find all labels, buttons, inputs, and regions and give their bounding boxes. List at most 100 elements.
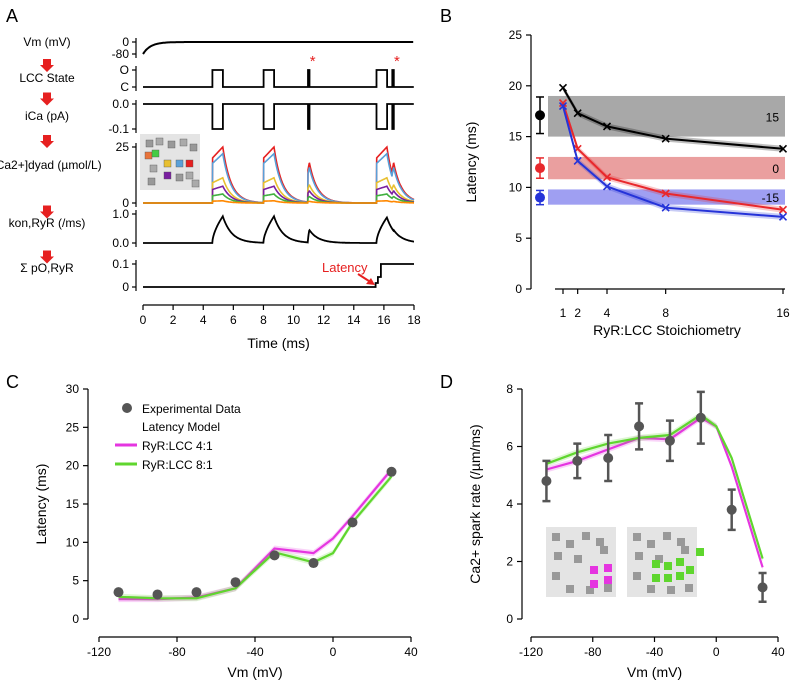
panel-label-b: B xyxy=(440,6,452,26)
series-marker-0 xyxy=(602,173,612,182)
exp-point xyxy=(308,558,319,569)
y-tick-label: 0 xyxy=(506,612,513,626)
x-tick-label: -80 xyxy=(584,645,602,659)
y-tick-label: 5 xyxy=(72,574,79,588)
exp-point xyxy=(695,412,706,423)
row-tick-label: 0.0 xyxy=(112,97,129,111)
exp-point xyxy=(757,582,768,593)
x-tick-label-a: 10 xyxy=(287,313,301,327)
cascade-label: kon,RyR (/ms) xyxy=(9,216,86,230)
cluster-square-active xyxy=(590,580,598,588)
cluster-square-active xyxy=(696,548,704,556)
x-tick-label: 0 xyxy=(330,645,337,659)
x-tick-label: 0 xyxy=(713,645,720,659)
panel-b: 0 5 10 15 20 25 1 2 4 8 16 RyR:LCC Stoichiometry Lat… xyxy=(463,28,790,338)
y-tick-label: 8 xyxy=(506,382,513,396)
ryr-square xyxy=(191,179,200,188)
y-tick-label: 6 xyxy=(506,440,513,454)
ryr-square xyxy=(163,171,172,180)
series-marker-15 xyxy=(602,122,612,131)
row-tick-label: C xyxy=(120,80,129,94)
series-marker--15 xyxy=(602,182,612,191)
y-tick-label: 0 xyxy=(72,612,79,626)
x-tick-label-a: 12 xyxy=(317,313,331,327)
panel-d: 0 2 4 6 8 -120 -80 -40 0 40 Vm (mV) Ca2+ spark rate… xyxy=(467,382,785,680)
x-tick-label: 40 xyxy=(771,645,785,659)
ryr-square xyxy=(145,139,154,148)
cascade-label: LCC State xyxy=(19,71,75,85)
row-tick-label: 0 xyxy=(122,35,129,49)
cluster-square-active xyxy=(652,574,660,582)
band-15 xyxy=(548,95,785,137)
ryr-square xyxy=(185,159,194,168)
x-tick-label-a: 2 xyxy=(170,313,177,327)
legend-text: RyR:LCC 4:1 xyxy=(142,439,213,453)
row-tick-label: 0 xyxy=(122,196,129,210)
y-tick-label-b: 15 xyxy=(509,130,523,144)
series-marker--15 xyxy=(573,156,582,166)
cluster-square xyxy=(633,533,641,541)
y-tick-label: 15 xyxy=(66,497,80,511)
x-tick-label-b: 2 xyxy=(574,306,581,320)
series-marker--15 xyxy=(558,102,568,111)
row-tick-label: -80 xyxy=(112,47,130,61)
exp-point xyxy=(152,589,163,600)
cluster-square-active xyxy=(686,566,694,574)
ryr-square xyxy=(179,138,188,147)
cascade-arrow xyxy=(40,135,54,148)
x-axis-label-b: RyR:LCC Stoichiometry xyxy=(593,322,741,338)
y-tick-label-b: 5 xyxy=(515,231,522,245)
cluster-square xyxy=(552,572,560,580)
ryr-square xyxy=(163,159,172,168)
series-shade xyxy=(546,414,763,571)
exp-point xyxy=(113,587,124,598)
cascade-label: Vm (mV) xyxy=(23,35,70,49)
exp-point xyxy=(572,455,583,466)
x-tick-label: -40 xyxy=(646,645,664,659)
y-tick-label: 4 xyxy=(506,497,513,511)
x-tick-label-a: 6 xyxy=(230,313,237,327)
cluster-square xyxy=(663,532,671,540)
x-tick-label-b: 16 xyxy=(776,306,790,320)
cluster-square-active xyxy=(604,564,612,572)
cluster-square xyxy=(635,552,643,560)
exp-point xyxy=(269,550,280,561)
cluster-square xyxy=(600,546,608,554)
y-tick-label: 25 xyxy=(66,420,80,434)
ryr-square xyxy=(155,137,164,146)
cluster-square xyxy=(574,555,582,563)
x-tick-label-a: 18 xyxy=(407,313,421,327)
series-marker-0 xyxy=(558,99,568,108)
cascade-arrow xyxy=(40,59,54,72)
band-label-15: 15 xyxy=(766,110,780,124)
y-tick-label: 2 xyxy=(506,555,513,569)
ica-trace xyxy=(143,103,414,130)
exp-point xyxy=(664,435,675,446)
cluster-square-active xyxy=(676,558,684,566)
series-marker-0 xyxy=(661,189,670,198)
exp-point xyxy=(347,517,358,528)
x-tick-label: 40 xyxy=(404,645,418,659)
ryr-square xyxy=(144,151,153,160)
panel-label-d: D xyxy=(440,372,453,392)
lcc-state-trace xyxy=(143,69,414,88)
cluster-square xyxy=(582,532,590,540)
series-shade xyxy=(118,466,392,603)
cluster-square-active xyxy=(664,562,672,570)
cluster-square xyxy=(633,572,641,580)
cluster-square xyxy=(647,585,655,593)
cascade-arrow xyxy=(40,250,54,264)
po-ryr-trace xyxy=(143,263,414,288)
cluster-square xyxy=(681,546,689,554)
cluster-square-active xyxy=(676,572,684,580)
series-marker-15 xyxy=(573,109,582,118)
series-line xyxy=(118,475,393,600)
series-marker--15 xyxy=(661,203,670,212)
series-marker-15 xyxy=(661,134,670,143)
panel-c: 0 5 10 15 20 25 30 -120 -80 -40 0 40 Vm (mV) Latency … xyxy=(33,382,418,680)
exp-point xyxy=(634,421,645,432)
y-tick-label: 10 xyxy=(66,535,80,549)
y-tick-label: 20 xyxy=(66,459,80,473)
cluster-square-active xyxy=(664,574,672,582)
